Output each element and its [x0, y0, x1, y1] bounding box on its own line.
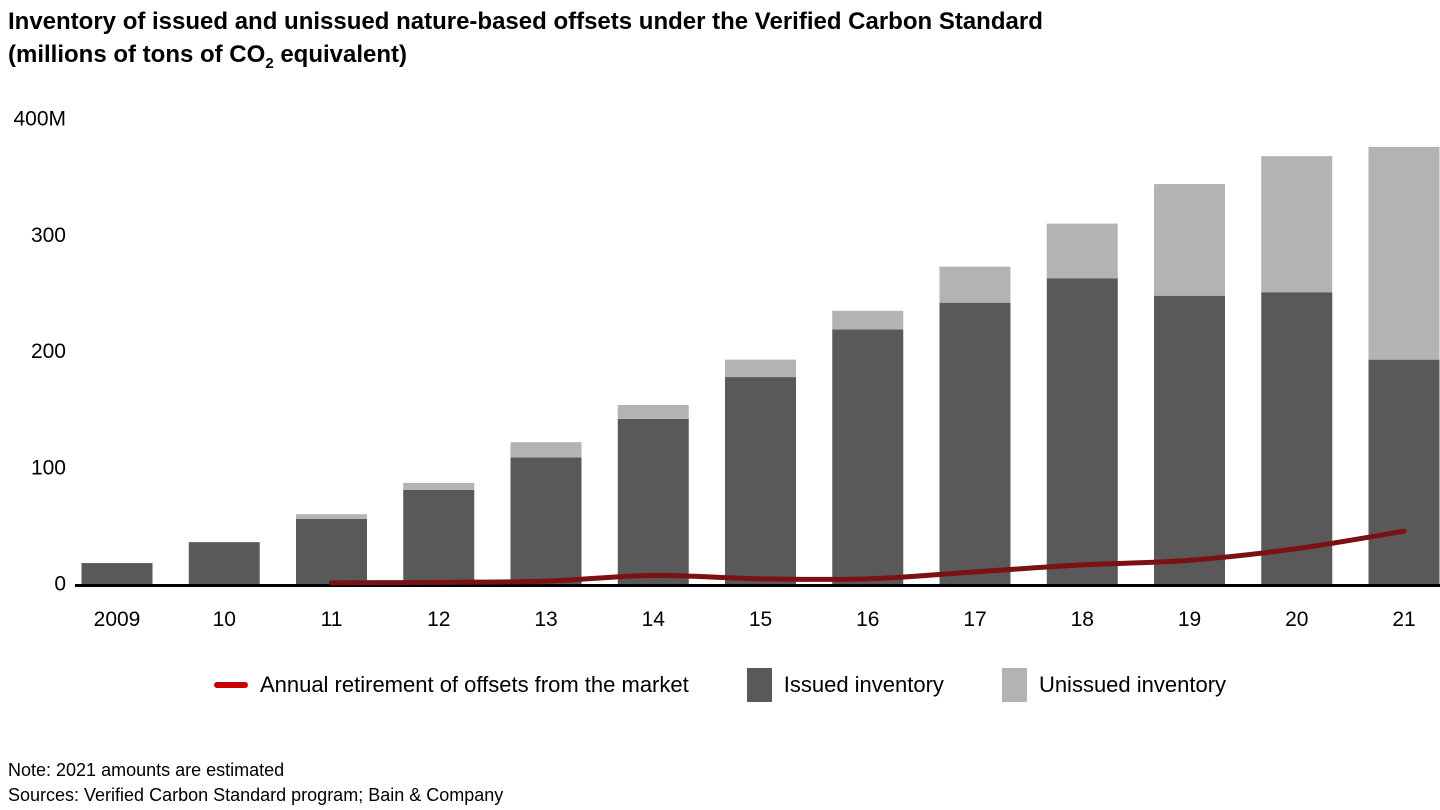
x-axis-tick-label: 13: [534, 608, 557, 631]
chart-area: 0 100 200 300 400M 2009 10 11 12 13 14 15 16 17 18 19 20…: [13, 108, 1440, 631]
chart-svg: 0 100 200 300 400M 2009 10 11 12 13 14 15 16 17 18 19 20…: [13, 108, 1440, 631]
issued-swatch-icon: [746, 668, 772, 702]
retirement-line: [329, 528, 1407, 586]
x-axis-tick-label: 20: [1285, 608, 1308, 631]
bar-unissued-12: [403, 482, 475, 490]
y-axis-tick-label: 200: [31, 340, 66, 363]
bar-issued-20: [1261, 292, 1333, 584]
x-axis-tick-label: 14: [642, 608, 666, 631]
chart-title-line2-prefix: (millions of tons of CO: [8, 41, 266, 68]
y-axis-tick-label: 0: [54, 573, 66, 596]
x-axis-tick-label: 21: [1392, 608, 1415, 631]
bar-issued-12: [403, 489, 475, 584]
x-axis-tick-label: 16: [856, 608, 879, 631]
x-axis-tick-label: 19: [1178, 608, 1201, 631]
bar-issued-16: [832, 329, 904, 584]
sources-line: Sources: Verified Carbon Standard progra…: [8, 785, 504, 805]
bar-issued-17: [939, 302, 1011, 584]
bar-unissued-16: [832, 310, 904, 330]
x-axis-tick-label: 12: [427, 608, 450, 631]
y-axis-tick-label: 400M: [13, 108, 66, 131]
bar-unissued-11: [296, 514, 367, 519]
retirement-line-swatch-icon: [213, 682, 248, 688]
bar-unissued-20: [1261, 156, 1333, 293]
chart-title: Inventory of issued and unissued nature-…: [8, 5, 1043, 71]
bar-issued-2009: [81, 563, 153, 584]
chart-title-line2-suffix: equivalent): [273, 41, 408, 68]
chart-title-line1: Inventory of issued and unissued nature-…: [8, 8, 1043, 35]
legend-item-unissued: Unissued inventory: [1001, 668, 1227, 702]
chart-title-co2-subscript: 2: [265, 54, 274, 72]
bar-unissued-19: [1154, 184, 1225, 296]
legend-label-unissued: Unissued inventory: [1038, 672, 1227, 697]
bar-issued-21: [1368, 359, 1440, 584]
chart-legend: Annual retirement of offsets from the ma…: [0, 668, 1440, 702]
bar-issued-15: [725, 377, 796, 584]
footnotes: Note: 2021 amounts are estimated Sources…: [8, 758, 503, 808]
chart-title-line2: (millions of tons of CO2 equivalent): [8, 38, 1043, 71]
x-axis-tick-label: 2009: [94, 608, 141, 631]
x-axis-line: [75, 584, 1440, 587]
legend-label-retirement: Annual retirement of offsets from the ma…: [259, 672, 689, 697]
legend-label-issued: Issued inventory: [783, 672, 944, 697]
bar-issued-11: [296, 518, 367, 584]
y-axis-tick-label: 100: [31, 456, 66, 479]
bar-unissued-13: [510, 442, 582, 458]
x-axis-tick-label: 10: [213, 608, 236, 631]
legend-item-issued: Issued inventory: [746, 668, 944, 702]
bar-unissued-21: [1368, 146, 1440, 360]
note-line: Note: 2021 amounts are estimated: [8, 760, 285, 780]
x-axis-tick-label: 11: [321, 608, 343, 631]
x-axis-tick-label: 17: [963, 608, 986, 631]
bar-issued-10: [188, 542, 260, 584]
bar-unissued-17: [939, 266, 1011, 303]
bar-issued-18: [1046, 278, 1118, 584]
bar-issued-14: [617, 418, 689, 584]
bar-unissued-15: [725, 359, 796, 378]
bar-issued-13: [510, 457, 582, 584]
y-axis-tick-label: 300: [31, 224, 66, 247]
bar-unissued-18: [1046, 223, 1118, 279]
legend-item-retirement: Annual retirement of offsets from the ma…: [213, 672, 689, 698]
x-axis-tick-label: 18: [1071, 608, 1094, 631]
x-axis-tick-label: 15: [749, 608, 772, 631]
bar-issued-19: [1154, 295, 1225, 584]
unissued-swatch-icon: [1001, 668, 1027, 702]
bar-unissued-14: [617, 404, 689, 419]
